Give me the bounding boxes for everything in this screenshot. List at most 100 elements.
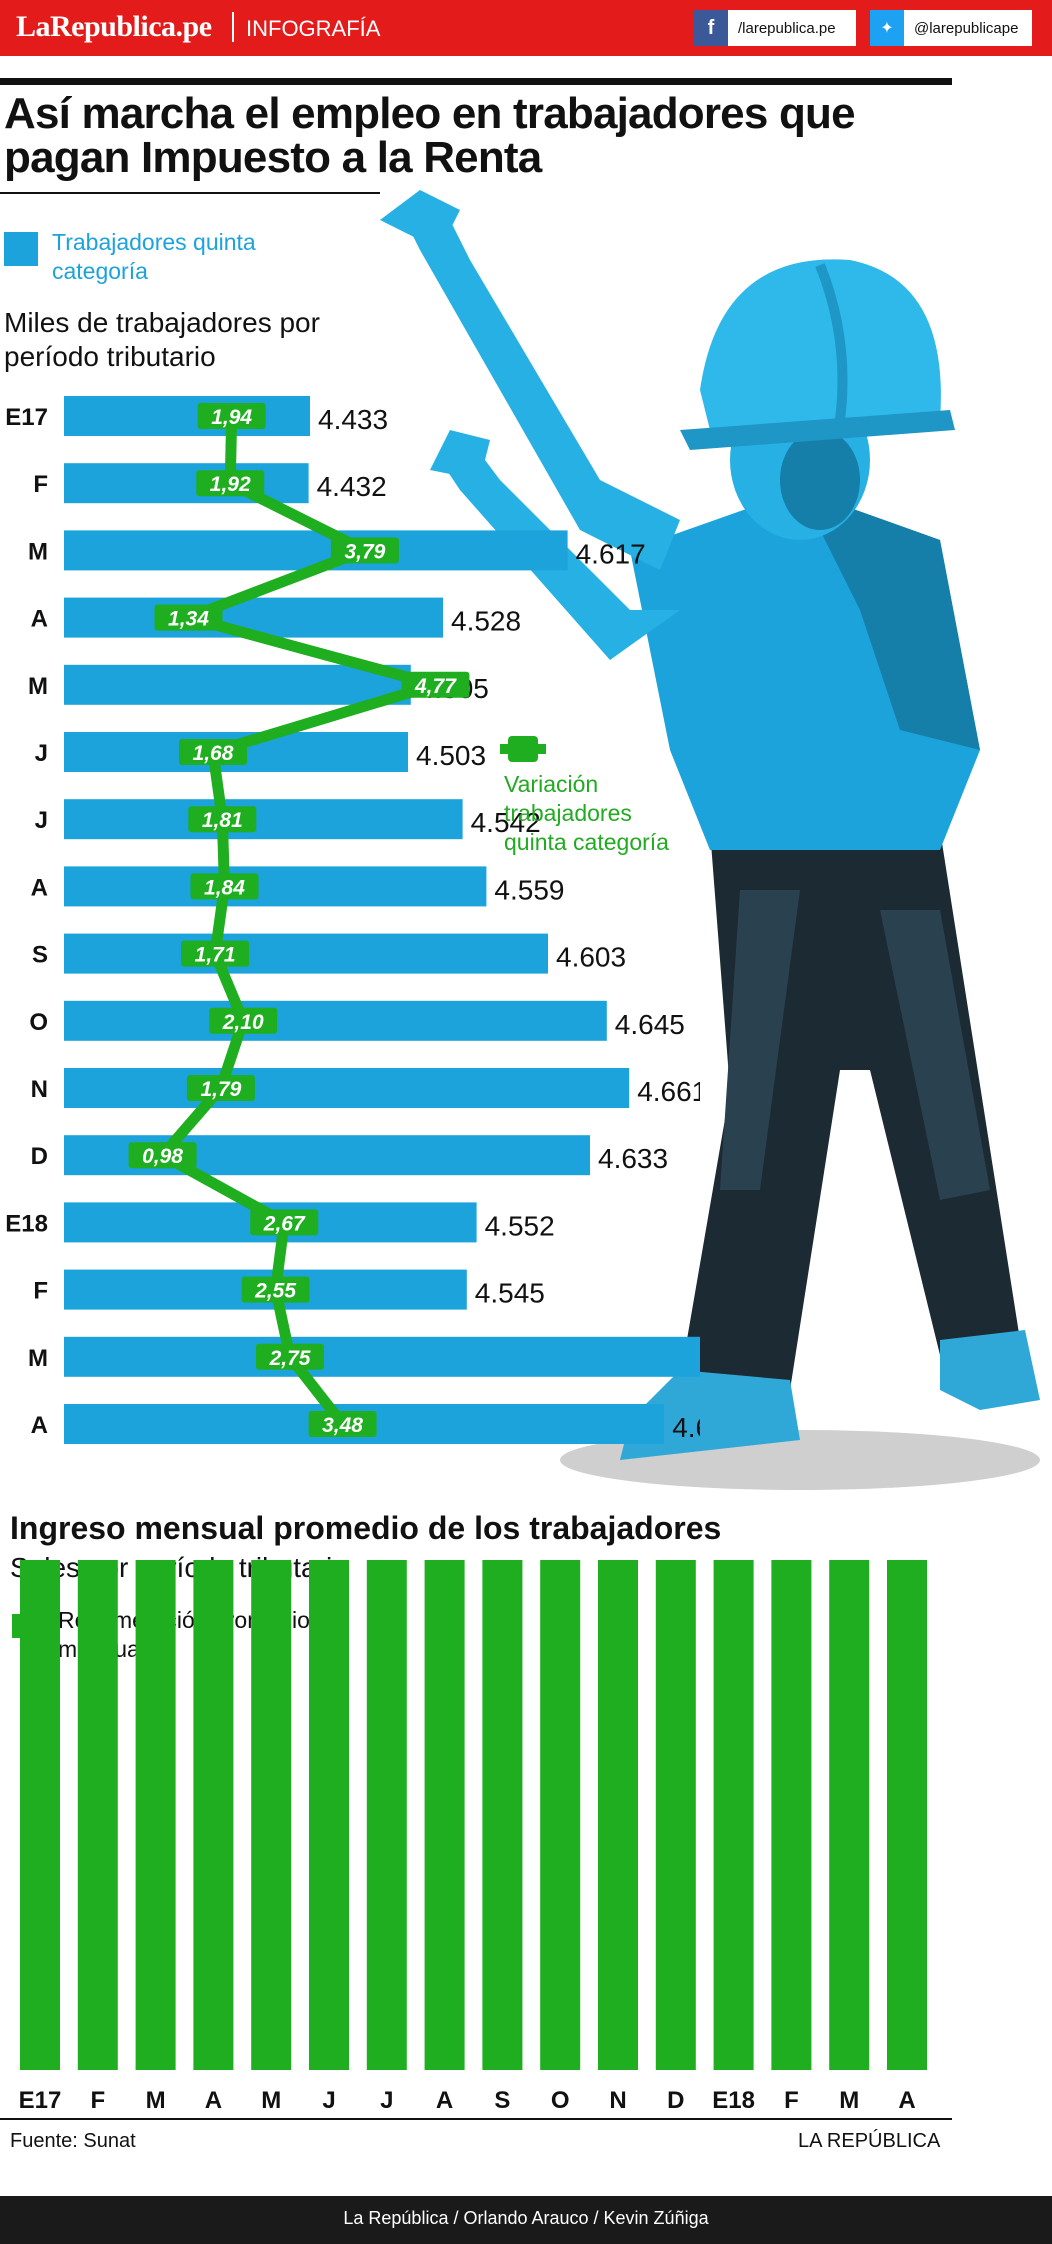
variation-value-label: 0,98 <box>142 1145 183 1168</box>
month-tick-label: A <box>31 1412 48 1439</box>
month-tick-label: F <box>90 2087 105 2114</box>
worker-value-label: 4.552 <box>485 1210 555 1241</box>
month-tick-label: O <box>29 1009 48 1036</box>
income-bar <box>193 1560 234 2070</box>
variation-value-label: 2,67 <box>263 1212 306 1235</box>
worker-value-label: 4.545 <box>475 1278 545 1309</box>
month-tick-label: M <box>261 2087 281 2114</box>
month-tick-label: S <box>494 2087 510 2114</box>
month-tick-label: E18 <box>5 1210 48 1237</box>
month-tick-label: A <box>205 2087 222 2114</box>
worker-bar <box>64 933 548 974</box>
variation-point <box>128 1142 197 1169</box>
month-tick-label: F <box>33 1278 48 1305</box>
chart2-subtitle: Soles por período tributario <box>10 1552 348 1583</box>
income-bar <box>713 1560 754 2070</box>
income-bar <box>77 1560 118 2070</box>
income-bar <box>366 1560 407 2070</box>
month-tick-label: S <box>32 942 48 969</box>
facebook-handle: /larepublica.pe <box>738 19 836 37</box>
month-tick-label: O <box>551 2087 570 2114</box>
variation-value-label: 3,79 <box>344 540 385 563</box>
variation-line <box>157 410 441 1430</box>
credits-text: La República / Orlando Arauco / Kevin Zú… <box>343 2208 709 2228</box>
variation-point <box>401 671 470 698</box>
worker-value-label: 4.603 <box>556 942 626 973</box>
month-tick-label: J <box>380 2087 393 2114</box>
income-bar <box>655 1560 696 2070</box>
variation-value-label: 1,81 <box>202 809 243 832</box>
income-bar <box>829 1560 870 2070</box>
variation-point <box>186 1075 255 1101</box>
variation-point <box>178 739 247 765</box>
legend-swatch-blue <box>4 232 38 266</box>
facebook-link[interactable]: f /larepublica.pe <box>694 10 856 46</box>
legend-workers: Trabajadores quinta categoría <box>52 229 256 284</box>
brand-logo[interactable]: LaRepublica.pe <box>16 10 212 43</box>
variation-point <box>250 1209 319 1236</box>
title-top-rule <box>0 78 952 85</box>
variation-point <box>241 1276 310 1303</box>
chart1-ylabel: Miles de trabajadores por período tribut… <box>4 307 320 372</box>
footer-brand: LA REPÚBLICA <box>798 2130 941 2152</box>
chart2-title: Ingreso mensual promedio de los trabajad… <box>10 1510 722 1546</box>
month-tick-label: M <box>28 673 48 700</box>
worker-bar <box>64 396 310 436</box>
legend-swatch-green <box>500 736 546 762</box>
variation-value-label: 1,92 <box>210 473 251 496</box>
worker-bar <box>64 1000 607 1041</box>
income-bar <box>482 1560 523 2070</box>
income-bar <box>771 1560 812 2070</box>
month-tick-label: D <box>31 1143 48 1170</box>
variation-point <box>181 940 250 967</box>
twitter-handle: @larepublicape <box>914 19 1019 37</box>
month-tick-label: J <box>322 2087 335 2114</box>
month-tick-label: M <box>28 1345 48 1372</box>
month-tick-label: J <box>35 807 48 834</box>
worker-bar <box>64 463 309 504</box>
variation-value-label: 1,71 <box>195 944 236 967</box>
income-bar <box>309 1560 349 2070</box>
variation-value-label: 1,84 <box>204 876 245 899</box>
month-tick-label: A <box>31 874 48 901</box>
variation-value-label: 1,94 <box>211 406 252 429</box>
month-tick-label: F <box>33 471 48 498</box>
income-bar <box>540 1560 581 2070</box>
footer-rule <box>0 2118 952 2120</box>
worker-value-label: 4.528 <box>451 606 521 637</box>
month-tick-label: M <box>146 2087 166 2114</box>
worker-value-label: 4.432 <box>317 471 387 502</box>
variation-point <box>308 1411 377 1437</box>
month-tick-label: M <box>839 2087 859 2114</box>
variation-value-label: 2,10 <box>222 1011 264 1034</box>
source-note: Fuente: Sunat <box>10 2130 136 2152</box>
month-tick-label: E17 <box>19 2087 62 2114</box>
section-label: INFOGRAFÍA <box>246 16 381 41</box>
legend-variation: Variación trabajadores quinta categoría <box>504 771 669 855</box>
worker-bar <box>64 799 463 840</box>
month-tick-label: A <box>436 2087 453 2114</box>
twitter-link[interactable]: ✦ @larepublicape <box>870 10 1032 46</box>
worker-value-label: 4.645 <box>615 1009 685 1040</box>
variation-point <box>154 604 223 631</box>
worker-bar <box>64 664 411 705</box>
facebook-icon: f <box>694 10 728 46</box>
workers-bar-chart: E174.433F4.432M4.617A4.528M4.505J4.503J4… <box>5 396 700 1444</box>
variation-value-label: 2,75 <box>269 1347 311 1370</box>
worker-value-label: 4.633 <box>598 1143 668 1174</box>
variation-value-label: 3,48 <box>322 1414 363 1437</box>
worker-value-label: 4.503 <box>416 740 486 771</box>
variation-value-label: 1,79 <box>200 1078 241 1101</box>
variation-value-label: 1,68 <box>193 742 234 765</box>
variation-value-label: 2,55 <box>254 1280 296 1303</box>
worker-value-label: 4.617 <box>576 538 646 569</box>
income-bar-chart: 2.238E172.285F2.802M2.241A2.155M2.175J3.… <box>19 1560 927 2114</box>
month-tick-label: M <box>28 538 48 565</box>
income-bar <box>598 1560 638 2070</box>
variation-point <box>256 1343 324 1370</box>
worker-value-label: 4.542 <box>471 807 541 838</box>
variation-point <box>196 470 265 497</box>
worker-bar <box>64 866 487 907</box>
variation-value-label: 1,34 <box>168 608 209 631</box>
variation-point <box>197 403 266 429</box>
